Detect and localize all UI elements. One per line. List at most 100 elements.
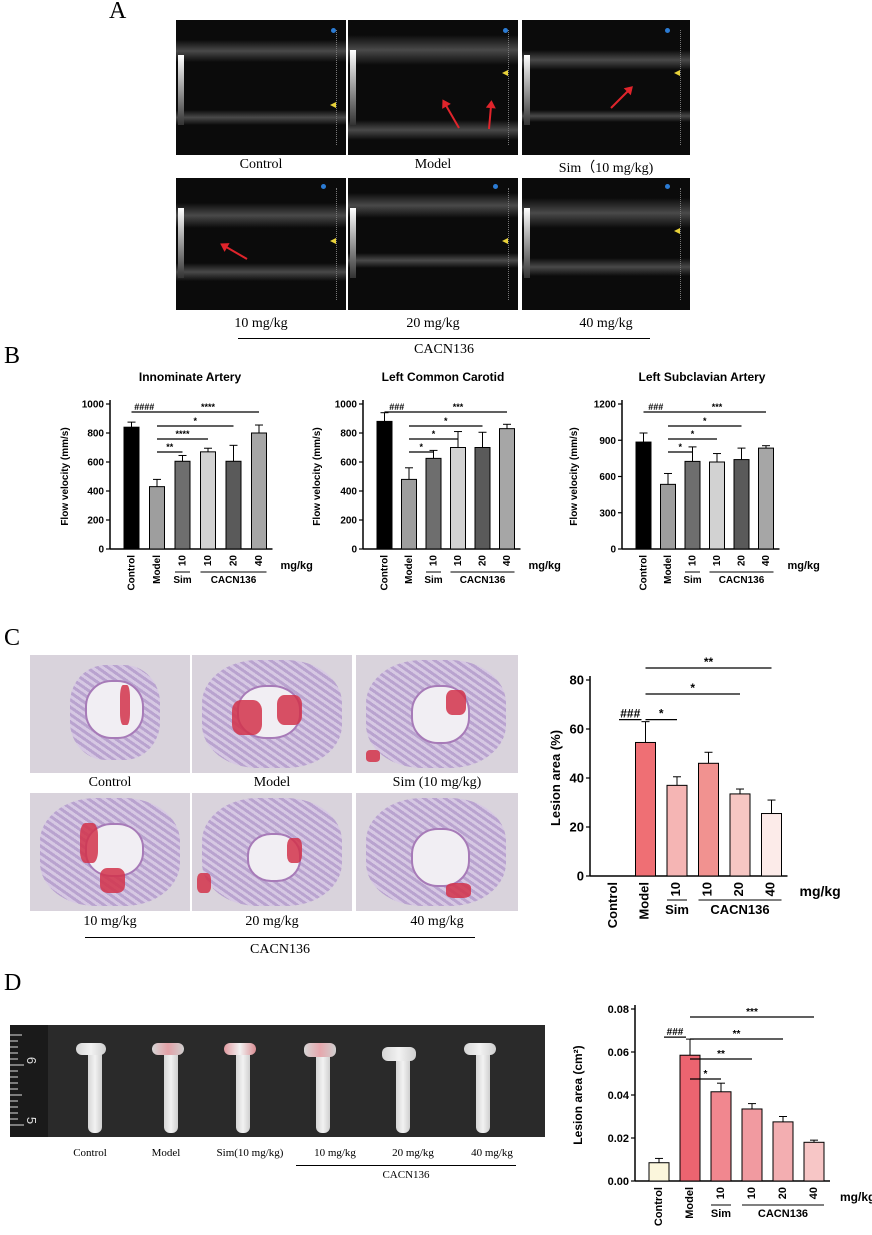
significance-label: **	[704, 655, 714, 669]
caption-20mg: 20 mg/kg	[406, 316, 460, 331]
panel-c-chart: 0 20 40 60 80 Lesion area (%) Control Model 10 10…	[548, 655, 841, 928]
unit-label: mg/kg	[788, 560, 820, 572]
y-axis-label: Lesion area (%)	[548, 730, 563, 826]
bar	[635, 741, 656, 877]
significance-label: *	[703, 416, 707, 426]
significance-label: *	[678, 442, 682, 452]
significance-label: ****	[201, 402, 216, 412]
significance-label: *	[444, 416, 448, 426]
unit-label: mg/kg	[800, 883, 841, 899]
category-label: 40	[763, 882, 778, 896]
bar	[376, 420, 393, 550]
ruler: 6 5	[10, 1025, 48, 1137]
y-tick-label: 0	[351, 545, 357, 556]
significance-label: ###	[389, 402, 404, 412]
y-tick-label: 1200	[594, 400, 617, 411]
significance-label: *	[193, 416, 197, 426]
caption-40mg: 40 mg/kg	[471, 1147, 513, 1159]
y-tick-label: 900	[599, 436, 616, 447]
y-tick-label: 1000	[82, 400, 105, 411]
group-rule	[238, 338, 650, 339]
y-axis-label: Flow velocity (mm/s)	[312, 427, 323, 525]
chart-title: Innominate Artery	[139, 370, 242, 384]
ruler-label-6: 6	[24, 1056, 40, 1065]
panel-label-d: D	[4, 970, 22, 996]
aorta-specimen	[316, 1047, 330, 1133]
caption-group: CACN136	[414, 342, 474, 357]
caption-10mg: 10 mg/kg	[234, 316, 288, 331]
ultrasound-image-model	[348, 20, 518, 155]
bar	[123, 426, 140, 550]
group-label-sim: Sim	[424, 575, 442, 586]
bar	[225, 460, 242, 550]
category-label: 10	[746, 1187, 758, 1199]
panel-label-a: A	[109, 0, 127, 24]
bar	[741, 1108, 763, 1182]
caption-40mg: 40 mg/kg	[579, 316, 633, 331]
significance-label: **	[733, 1029, 741, 1040]
y-tick-label: 0.04	[608, 1090, 630, 1102]
bar	[149, 486, 165, 550]
caption-model: Model	[151, 1147, 181, 1159]
bar	[710, 1091, 732, 1182]
category-label: Control	[639, 555, 650, 591]
category-label: 10	[688, 555, 699, 567]
y-tick-label: 400	[87, 487, 104, 498]
bar	[425, 457, 442, 550]
aorta-specimen	[164, 1047, 178, 1133]
caption-group: CACN136	[382, 1169, 430, 1181]
significance-label: *	[659, 707, 664, 721]
significance-label: *	[704, 1069, 708, 1080]
red-arrow-icon	[610, 88, 631, 109]
bar	[648, 1162, 670, 1182]
significance-label: *	[432, 429, 436, 439]
category-label: 20	[229, 555, 240, 567]
y-tick-label: 0	[98, 545, 104, 556]
group-label-cacn136: CACN136	[719, 575, 765, 586]
panel-d-chart: 0.00 0.02 0.04 0.06 0.08 Lesion area (cm²) Con…	[571, 1004, 872, 1226]
group-label-cacn136: CACN136	[460, 575, 506, 586]
histology-image-20mg	[192, 793, 352, 911]
bar	[660, 483, 676, 550]
category-label: 10	[203, 555, 214, 567]
y-tick-label: 20	[570, 820, 584, 835]
category-label: 20	[777, 1187, 789, 1199]
group-label-sim: Sim	[665, 902, 689, 917]
category-label: 10	[700, 882, 715, 896]
ultrasound-image-sim	[522, 20, 690, 155]
group-rule	[85, 937, 475, 938]
y-tick-label: 400	[340, 487, 357, 498]
y-tick-label: 80	[570, 673, 584, 688]
bar	[401, 478, 417, 550]
bar	[635, 441, 652, 550]
y-tick-label: 200	[87, 516, 104, 527]
bar	[684, 460, 701, 550]
group-label-sim: Sim	[683, 575, 701, 586]
significance-label: *	[691, 429, 695, 439]
y-tick-label: 200	[340, 516, 357, 527]
category-label: Control	[380, 555, 391, 591]
significance-label: ***	[453, 402, 464, 412]
y-tick-label: 0.00	[608, 1176, 629, 1188]
category-label: 20	[731, 882, 746, 896]
histology-image-model	[192, 655, 352, 773]
y-tick-label: 1000	[335, 400, 358, 411]
category-label: 40	[808, 1187, 820, 1199]
y-tick-label: 0.08	[608, 1004, 629, 1016]
significance-label: ###	[667, 1027, 684, 1038]
aorta-specimen	[396, 1051, 410, 1133]
significance-label: *	[419, 442, 423, 452]
caption-model: Model	[253, 775, 291, 790]
y-tick-label: 40	[570, 771, 584, 786]
panel-label-c: C	[4, 625, 21, 651]
bar	[666, 784, 688, 877]
category-label: 40	[254, 555, 265, 567]
group-label-cacn136: CACN136	[211, 575, 257, 586]
caption-control: Control	[88, 775, 132, 790]
ruler-label-5: 5	[24, 1116, 40, 1125]
caption-sim: Sim（10 mg/kg)	[558, 161, 654, 176]
category-label: 10	[712, 555, 723, 567]
panel-label-b: B	[4, 343, 21, 369]
histology-image-40mg	[356, 793, 518, 911]
bar	[698, 762, 719, 877]
